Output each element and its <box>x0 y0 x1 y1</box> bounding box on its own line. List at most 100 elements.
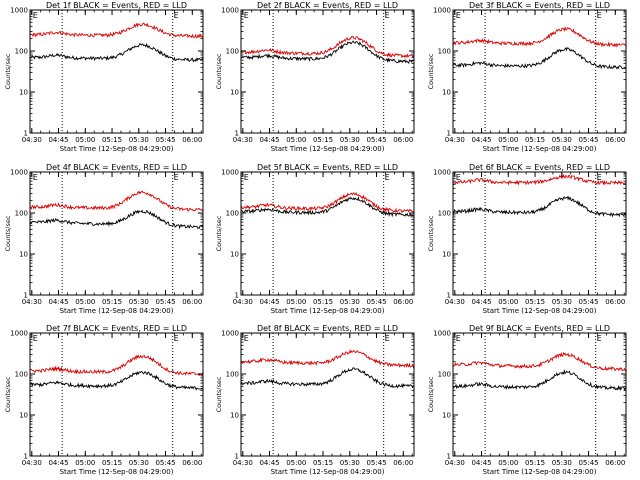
y-tick-label: 100 <box>226 48 239 56</box>
plot-frame <box>29 9 204 134</box>
y-tick-label: 1000 <box>221 7 239 15</box>
x-tick-label: 05:45 <box>366 459 386 467</box>
series-line-lld <box>240 348 415 369</box>
y-tick-label: 10 <box>230 89 239 97</box>
plot-frame <box>29 171 204 296</box>
x-tick-label: 04:45 <box>471 459 491 467</box>
chart-panel-4: Det 4f BLACK = Events, RED = LLD Counts/s… <box>4 163 204 315</box>
x-tick-label: 05:00 <box>498 298 518 306</box>
x-axis-label: Start Time (12-Sep-08 04:29:00) <box>483 468 597 476</box>
x-axis-label: Start Time (12-Sep-08 04:29:00) <box>271 145 385 153</box>
series-line-lld <box>452 173 627 186</box>
plot-frame <box>29 332 204 457</box>
x-tick-label: 05:15 <box>102 459 122 467</box>
x-tick-label: 05:30 <box>340 298 360 306</box>
x-tick-label: 04:45 <box>48 459 68 467</box>
x-tick-label: 05:45 <box>155 298 175 306</box>
x-tick-label: 06:00 <box>605 298 625 306</box>
y-tick-label: 10 <box>230 251 239 259</box>
y-tick-label: 100 <box>226 371 239 379</box>
series-line-lld <box>29 22 204 39</box>
y-tick-label: 1 <box>447 453 451 461</box>
y-axis-label: Counts/sec <box>215 376 223 412</box>
plot-frame <box>240 9 415 134</box>
x-tick-label: 05:15 <box>525 136 545 144</box>
y-axis-label: Counts/sec <box>427 376 435 412</box>
event-marker-2: E <box>597 173 602 182</box>
event-marker-1: E <box>244 173 249 182</box>
x-tick-label: 05:45 <box>578 298 598 306</box>
y-axis-label: Counts/sec <box>4 376 12 412</box>
x-tick-label: 05:00 <box>75 136 95 144</box>
x-tick-label: 04:45 <box>259 459 279 467</box>
x-tick-label: 06:00 <box>605 459 625 467</box>
y-tick-label: 100 <box>226 210 239 218</box>
series-line-events <box>452 46 627 70</box>
plot-frame <box>452 171 627 296</box>
y-tick-label: 100 <box>15 48 28 56</box>
chart-title: Det 9f BLACK = Events, RED = LLD <box>469 324 610 333</box>
y-tick-label: 10 <box>442 412 451 420</box>
x-tick-label: 05:30 <box>552 459 572 467</box>
x-tick-label: 06:00 <box>393 136 413 144</box>
x-tick-label: 05:30 <box>340 459 360 467</box>
x-tick-label: 05:45 <box>155 136 175 144</box>
y-tick-label: 1000 <box>433 7 451 15</box>
x-tick-label: 04:45 <box>471 136 491 144</box>
x-tick-label: 05:00 <box>75 298 95 306</box>
x-tick-label: 05:15 <box>313 136 333 144</box>
series-line-events <box>240 196 415 218</box>
y-tick-label: 10 <box>442 89 451 97</box>
x-tick-label: 04:45 <box>48 298 68 306</box>
x-axis-label: Start Time (12-Sep-08 04:29:00) <box>483 145 597 153</box>
y-tick-label: 1000 <box>10 330 28 338</box>
y-axis-label: Counts/sec <box>427 53 435 89</box>
series-line-events <box>240 367 414 389</box>
series-line-lld <box>240 191 415 214</box>
x-tick-label: 06:00 <box>182 459 202 467</box>
x-tick-label: 05:30 <box>552 298 572 306</box>
y-axis-label: Counts/sec <box>4 215 12 251</box>
y-tick-label: 1 <box>235 292 239 300</box>
chart-panel-6: Det 6f BLACK = Events, RED = LLD Counts/s… <box>427 163 627 315</box>
x-tick-label: 04:30 <box>233 298 253 306</box>
event-marker-1: E <box>456 173 461 182</box>
x-tick-label: 06:00 <box>182 136 202 144</box>
y-tick-label: 1 <box>24 130 28 138</box>
y-tick-label: 1 <box>235 453 239 461</box>
x-axis-label: Start Time (12-Sep-08 04:29:00) <box>271 307 385 315</box>
chart-title: Det 7f BLACK = Events, RED = LLD <box>46 324 187 333</box>
y-tick-label: 1000 <box>433 169 451 177</box>
x-tick-label: 05:00 <box>286 459 306 467</box>
chart-title: Det 6f BLACK = Events, RED = LLD <box>469 163 610 172</box>
chart-title: Det 1f BLACK = Events, RED = LLD <box>46 1 187 10</box>
x-tick-label: 04:30 <box>233 459 253 467</box>
chart-title: Det 5f BLACK = Events, RED = LLD <box>257 163 398 172</box>
x-tick-label: 05:45 <box>366 136 386 144</box>
series-line-lld <box>452 26 627 48</box>
y-tick-label: 1000 <box>10 7 28 15</box>
y-tick-label: 1 <box>24 453 28 461</box>
plot-frame <box>452 332 627 457</box>
x-tick-label: 04:30 <box>22 459 42 467</box>
y-tick-label: 1000 <box>433 330 451 338</box>
y-tick-label: 1000 <box>10 169 28 177</box>
x-axis-label: Start Time (12-Sep-08 04:29:00) <box>60 307 174 315</box>
series-line-events <box>29 370 204 391</box>
y-tick-label: 100 <box>438 210 451 218</box>
x-tick-label: 05:30 <box>129 298 149 306</box>
x-tick-label: 04:30 <box>233 136 253 144</box>
event-marker-1: E <box>456 11 461 20</box>
x-tick-label: 05:45 <box>578 136 598 144</box>
x-tick-label: 04:30 <box>445 136 465 144</box>
event-marker-1: E <box>33 11 38 20</box>
x-tick-label: 05:00 <box>498 136 518 144</box>
chart-title: Det 4f BLACK = Events, RED = LLD <box>46 163 187 172</box>
chart-panel-5: Det 5f BLACK = Events, RED = LLD Counts/s… <box>215 163 415 315</box>
x-tick-label: 04:30 <box>22 298 42 306</box>
series-line-lld <box>452 351 627 372</box>
y-tick-label: 1 <box>24 292 28 300</box>
x-tick-label: 04:30 <box>445 459 465 467</box>
chart-panel-8: Det 8f BLACK = Events, RED = LLD Counts/s… <box>215 324 415 476</box>
